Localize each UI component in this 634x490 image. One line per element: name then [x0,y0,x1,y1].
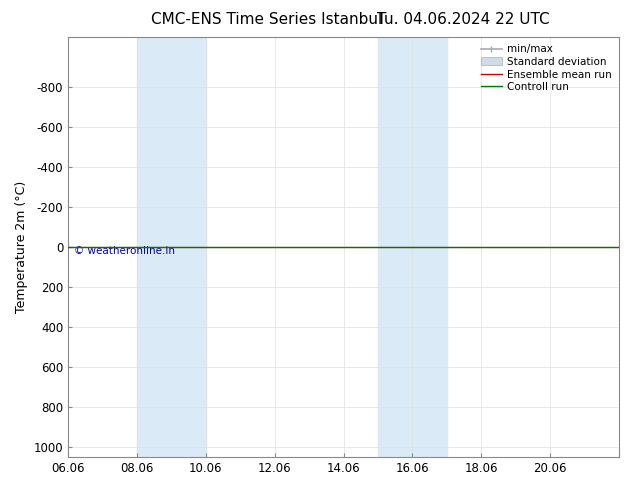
Text: Tu. 04.06.2024 22 UTC: Tu. 04.06.2024 22 UTC [377,12,549,27]
Text: CMC-ENS Time Series Istanbul: CMC-ENS Time Series Istanbul [151,12,382,27]
Y-axis label: Temperature 2m (°C): Temperature 2m (°C) [15,181,28,313]
Text: © weatheronline.in: © weatheronline.in [74,246,174,256]
Legend: min/max, Standard deviation, Ensemble mean run, Controll run: min/max, Standard deviation, Ensemble me… [479,42,614,94]
Bar [137,37,206,457]
Bar [378,37,447,457]
